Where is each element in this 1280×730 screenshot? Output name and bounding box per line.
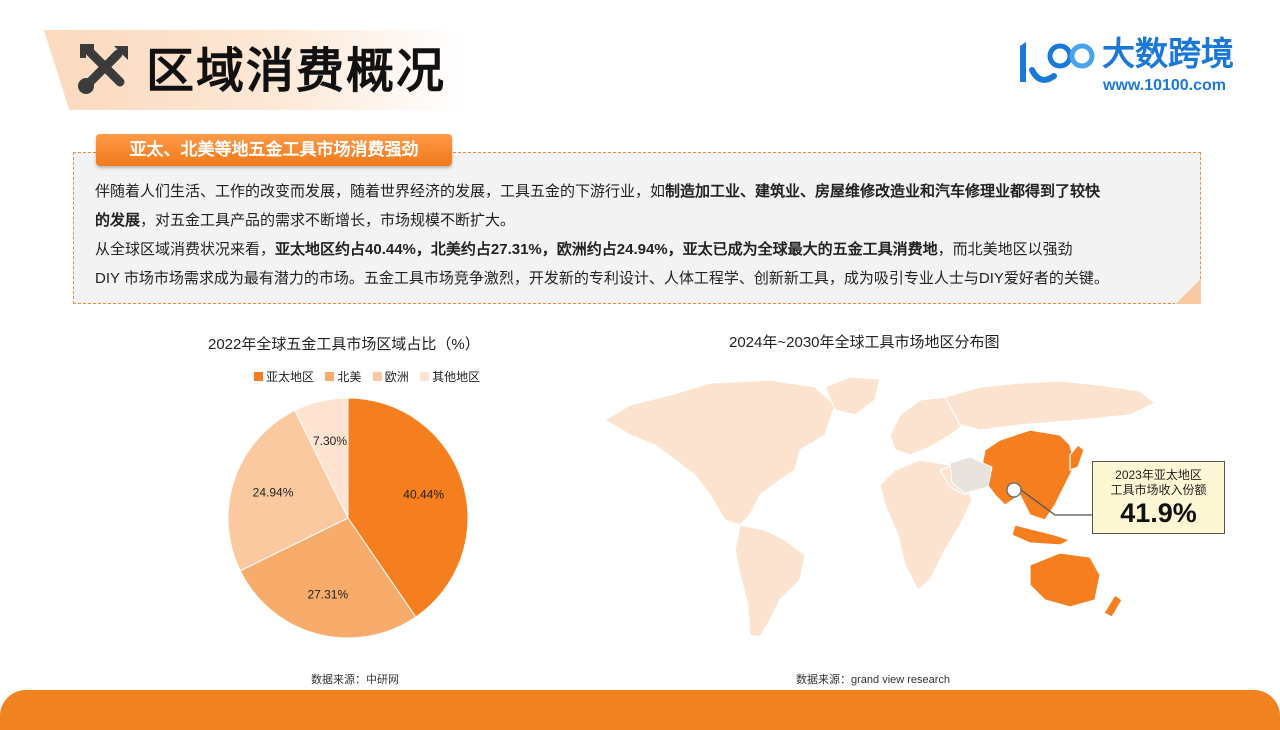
p2-text-b: 亚太地区约占40.44%，北美约占27.31%，欧洲约占24.94%，亚太已成为… xyxy=(275,241,938,258)
legend-label-europe: 欧洲 xyxy=(384,370,409,384)
p2-text-c: ，而北美地区以强劲 xyxy=(937,241,1073,258)
map-asia-pacific xyxy=(979,429,1076,521)
map-australia xyxy=(1029,552,1101,608)
paragraph-2-line-2: DIY 市场市场需求成为最有潜力的市场。五金工具市场竞争激烈，开发新的专利设计、… xyxy=(95,270,1109,287)
paragraph-1-line-2: 的发展，对五金工具产品的需求不断增长，市场规模不断扩大。 xyxy=(95,206,515,235)
logo-mark-icon xyxy=(1020,42,1095,83)
pie-label-other: 7.30% xyxy=(313,434,347,448)
p1-text-a: 伴随着人们生活、工作的改变而发展，随着世界经济的发展，工具五金的下游行业，如 xyxy=(95,183,666,200)
page-fold-corner xyxy=(1175,280,1201,304)
callout-label-line-2: 工具市场收入份额 xyxy=(1110,483,1207,497)
p1-text-c: 的发展 xyxy=(95,212,141,229)
legend-item-other: 其他地区 xyxy=(420,368,480,385)
map-north-america xyxy=(603,379,836,526)
map-russia xyxy=(944,380,1157,431)
callout-value: 41.9% xyxy=(1120,498,1197,528)
legend-item-asia: 亚太地区 xyxy=(254,368,314,385)
pie-label-asia: 40.44% xyxy=(403,488,444,502)
map-south-america xyxy=(734,524,806,638)
map-japan xyxy=(1069,444,1085,471)
p1-text-d: ，对五金工具产品的需求不断增长，市场规模不断扩大。 xyxy=(140,212,516,229)
map-callout-box: 2023年亚太地区 工具市场收入份额 41.9% xyxy=(1092,461,1225,534)
pie-slice-europe xyxy=(227,409,349,572)
map-source: 数据来源：grand view research xyxy=(796,674,951,686)
pie-label-north-america: 27.31% xyxy=(307,588,348,602)
callout-connector xyxy=(1020,489,1092,516)
legend-swatch-asia xyxy=(254,372,263,381)
map-marker-icon xyxy=(1006,482,1022,498)
paragraph-2-line-1: 从全球区域消费状况来看，亚太地区约占40.44%，北美约占27.31%，欧洲约占… xyxy=(95,235,1073,264)
legend-swatch-europe xyxy=(372,372,382,381)
legend-label-asia: 亚太地区 xyxy=(266,370,315,384)
info-box xyxy=(73,152,1201,304)
pie-slice-north-america xyxy=(239,517,417,639)
pie-chart: 40.44% 27.31% 24.94% 7.30% xyxy=(227,397,469,639)
logo-url[interactable]: www.10100.com xyxy=(1103,77,1227,94)
legend-swatch-other xyxy=(420,372,430,381)
pie-chart-title: 2022年全球五金工具市场区域占比（%） xyxy=(208,336,480,353)
legend-label-other: 其他地区 xyxy=(432,370,481,384)
tools-icon xyxy=(78,44,128,94)
paragraph-1-line-1: 伴随着人们生活、工作的改变而发展，随着世界经济的发展，工具五金的下游行业，如制造… xyxy=(95,177,1100,206)
p1-text-b: 制造加工业、建筑业、房屋维修改造业和汽车修理业都得到了较快 xyxy=(665,183,1101,200)
map-greenland xyxy=(824,376,881,416)
map-central-asia-gray xyxy=(949,456,993,494)
pie-source: 数据来源：中研网 xyxy=(311,674,399,686)
pie-label-europe: 24.94% xyxy=(253,485,294,499)
pie-slice-asia xyxy=(347,397,469,618)
map-chart-title: 2024年~2030年全球工具市场地区分布图 xyxy=(729,334,1000,351)
p2-text-a: 从全球区域消费状况来看， xyxy=(95,241,276,258)
legend-item-europe: 欧洲 xyxy=(372,368,409,385)
map-new-zealand xyxy=(1103,594,1123,618)
callout-label-line-1: 2023年亚太地区 xyxy=(1115,468,1202,482)
legend-label-north-america: 北美 xyxy=(337,370,362,384)
logo-name: 大数跨境 xyxy=(1102,35,1234,72)
legend-item-north-america: 北美 xyxy=(325,368,361,385)
map-indonesia xyxy=(1011,524,1072,546)
pie-legend: 亚太地区 北美 欧洲 其他地区 xyxy=(254,368,488,384)
legend-swatch-north-america xyxy=(325,372,335,381)
pie-slice-other xyxy=(294,397,349,519)
section-tag: 亚太、北美等地五金工具市场消费强劲 xyxy=(96,134,452,166)
page-title: 区域消费概况 xyxy=(146,45,447,98)
footer-bar xyxy=(0,690,1280,730)
world-map xyxy=(603,376,1157,638)
